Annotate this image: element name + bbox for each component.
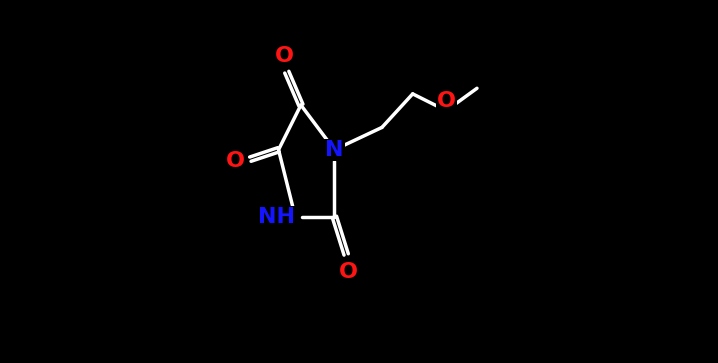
Text: NH: NH — [258, 207, 295, 227]
Text: O: O — [437, 91, 456, 111]
Text: N: N — [325, 140, 344, 160]
Text: O: O — [226, 151, 245, 171]
Text: O: O — [339, 262, 358, 282]
Text: O: O — [274, 46, 294, 66]
